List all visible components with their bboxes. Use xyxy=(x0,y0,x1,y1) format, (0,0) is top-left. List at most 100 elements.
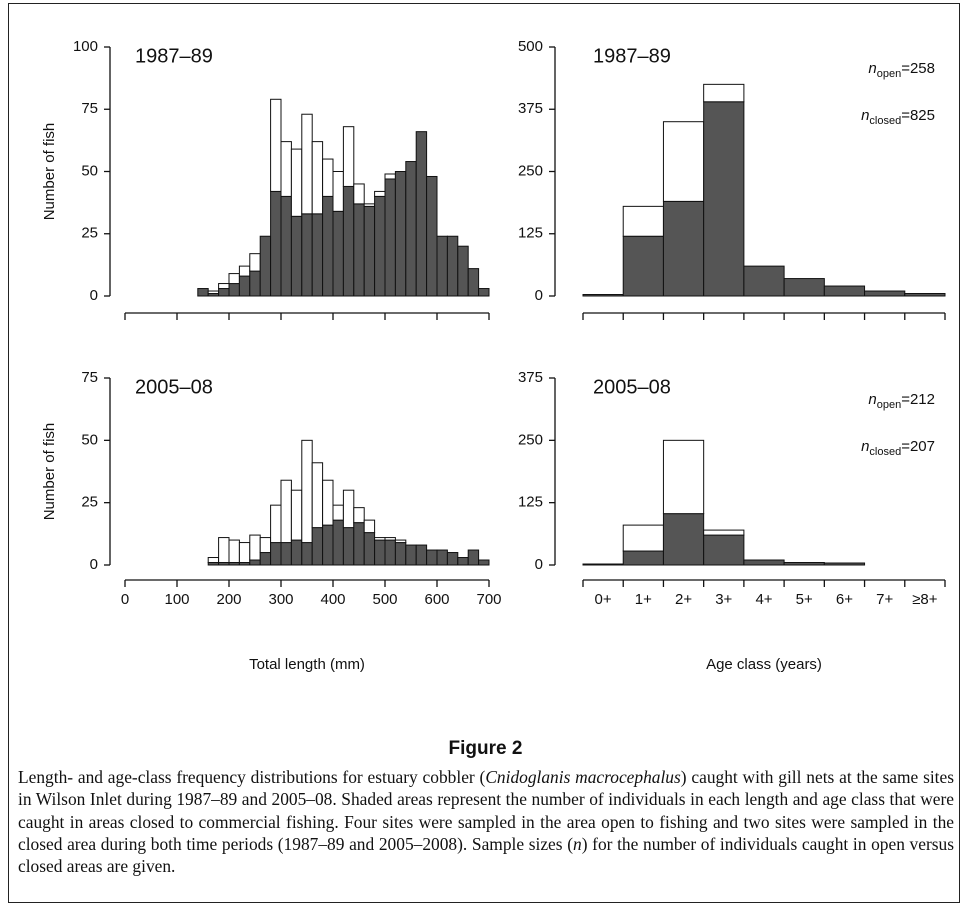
bar xyxy=(353,522,365,566)
bar xyxy=(342,185,355,297)
bar xyxy=(662,513,705,566)
bar xyxy=(622,524,664,552)
y-tick-label: 250 xyxy=(518,162,543,179)
bar xyxy=(426,175,438,297)
bar xyxy=(353,507,365,524)
bar xyxy=(301,542,313,566)
figure-caption: Length- and age-class frequency distribu… xyxy=(18,766,954,877)
bar xyxy=(270,504,282,544)
bar xyxy=(332,171,344,212)
bar xyxy=(249,534,261,561)
sample-size-value: =825 xyxy=(901,107,935,124)
bar xyxy=(703,101,745,297)
x-tick-label: 100 xyxy=(164,591,189,608)
figure-label: Figure 2 xyxy=(448,738,523,759)
bar xyxy=(311,527,324,566)
x-tick-label: 600 xyxy=(424,591,449,608)
bar xyxy=(457,557,469,566)
y-tick-label: 75 xyxy=(81,369,98,386)
y-tick-label: 75 xyxy=(81,100,98,117)
x-tick-label: 500 xyxy=(372,591,397,608)
y-tick-label: 375 xyxy=(518,100,543,117)
bar xyxy=(703,534,745,566)
bar xyxy=(457,245,469,297)
x-tick-label: 5+ xyxy=(796,591,813,608)
sample-size-subscript: closed xyxy=(869,115,901,127)
bar xyxy=(374,539,386,566)
bar xyxy=(280,141,292,197)
bar xyxy=(290,489,303,541)
bar xyxy=(197,288,209,297)
bar xyxy=(238,275,251,297)
sample-size-symbol: n xyxy=(868,391,876,408)
bar xyxy=(662,121,705,202)
bar xyxy=(415,544,428,566)
bar xyxy=(478,288,490,297)
sample-size-subscript: open xyxy=(877,68,901,80)
sample-size-value: =207 xyxy=(901,438,935,455)
bar xyxy=(322,195,334,297)
sample-size-subscript: closed xyxy=(869,446,901,458)
bar xyxy=(622,550,664,566)
bar xyxy=(363,203,376,207)
y-tick-label: 125 xyxy=(518,225,543,242)
y-tick-label: 0 xyxy=(90,287,98,304)
bar xyxy=(703,83,745,103)
bar xyxy=(582,294,624,297)
bar xyxy=(823,562,866,566)
bar xyxy=(207,290,220,295)
bar xyxy=(353,203,365,297)
x-tick-label: 0+ xyxy=(595,591,612,608)
bar xyxy=(436,549,448,566)
bar xyxy=(394,542,407,566)
bar xyxy=(342,126,355,187)
bar xyxy=(783,562,825,566)
bar xyxy=(280,542,292,566)
panel-title: 1987–89 xyxy=(135,45,213,67)
bar xyxy=(662,439,705,515)
charts: 0 25 50 75 100 Number of fish 1987–89 0 25 50 75 Nu… xyxy=(41,38,946,673)
bar xyxy=(311,213,324,297)
x-tick-label: 6+ xyxy=(836,591,853,608)
bar xyxy=(363,205,376,297)
bar xyxy=(405,161,417,297)
sample-size-symbol: n xyxy=(861,107,869,124)
caption-text: n xyxy=(573,833,582,854)
bar xyxy=(478,559,490,566)
x-tick-label: 0 xyxy=(121,591,129,608)
bar xyxy=(342,489,355,529)
x-tick-label: 2+ xyxy=(675,591,692,608)
x-tick-label: 3+ xyxy=(715,591,732,608)
caption-text: ) caught with gill nets at the same site… xyxy=(18,767,954,854)
bar xyxy=(467,268,480,297)
x-tick-label: 4+ xyxy=(755,591,772,608)
panel-title: 1987–89 xyxy=(593,45,671,67)
y-axis-label: Number of fish xyxy=(41,423,58,521)
bar xyxy=(270,190,282,297)
bar xyxy=(332,519,344,566)
bar xyxy=(446,552,459,566)
bar xyxy=(207,557,220,564)
y-tick-label: 0 xyxy=(535,556,543,573)
bar xyxy=(228,283,240,297)
bar xyxy=(322,479,334,526)
bar xyxy=(270,98,282,192)
x-axis-label: Total length (mm) xyxy=(249,656,365,673)
bar xyxy=(280,479,292,544)
bar xyxy=(415,131,428,297)
bar xyxy=(332,504,344,521)
bar xyxy=(622,205,664,237)
caption-text: ) for the number of individuals caught i… xyxy=(18,833,954,877)
bar xyxy=(301,213,313,297)
x-tick-label: 400 xyxy=(320,591,345,608)
bar xyxy=(864,290,906,297)
bar xyxy=(322,158,334,197)
bar xyxy=(332,210,344,297)
bar xyxy=(783,278,825,297)
bar xyxy=(259,552,272,566)
bar xyxy=(904,293,946,297)
bar xyxy=(662,200,705,297)
sample-size: nclosed=825 xyxy=(861,107,935,127)
bar xyxy=(467,549,480,566)
